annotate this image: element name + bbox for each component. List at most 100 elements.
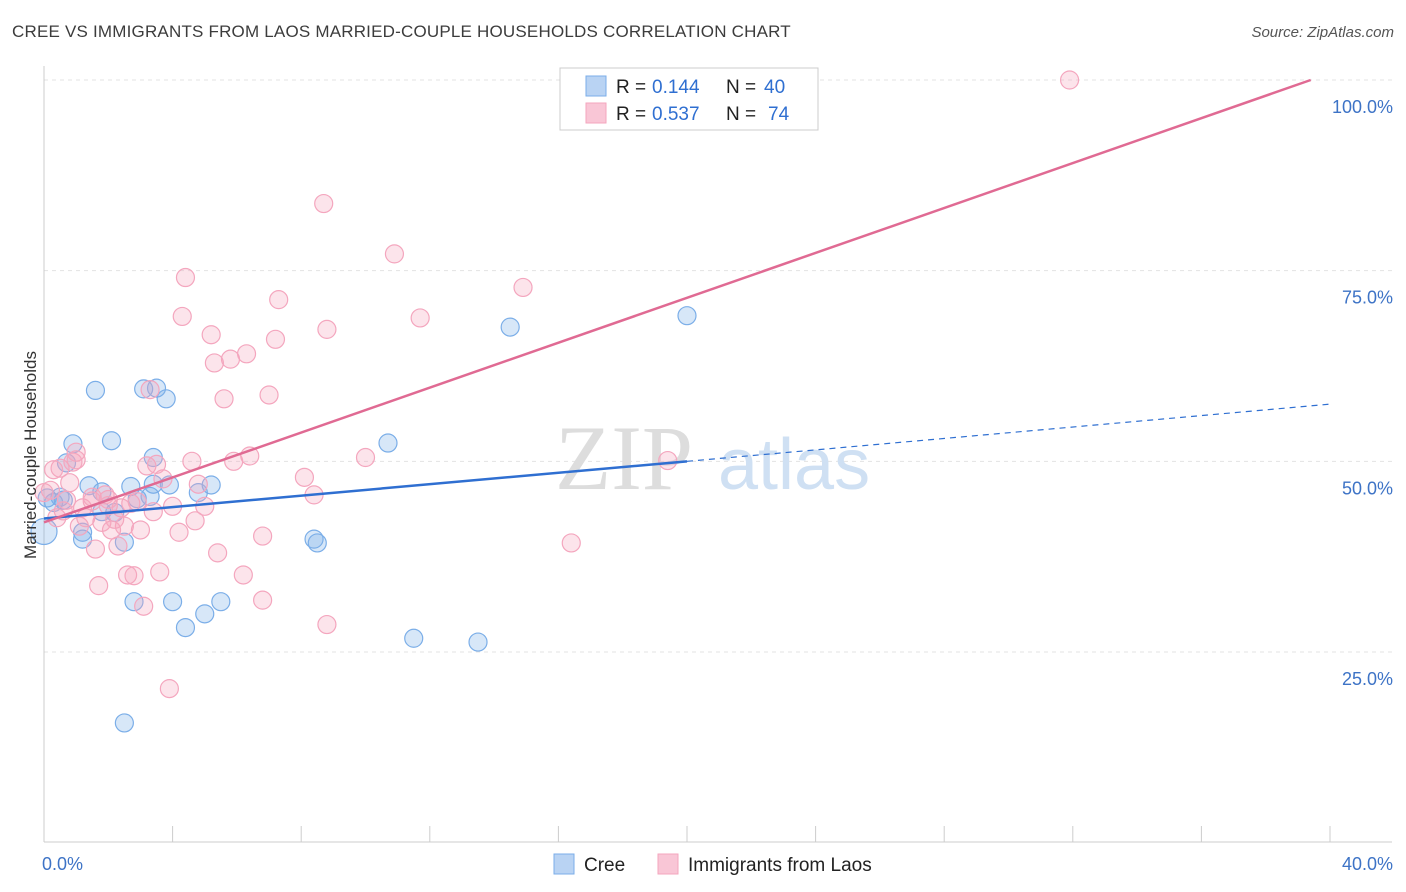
- cree-point: [195, 604, 215, 624]
- laos-point: [69, 516, 89, 536]
- laos-point: [314, 193, 334, 214]
- laos-point: [63, 452, 83, 472]
- trend-lines: [43, 78, 1331, 524]
- cree-point: [500, 317, 520, 337]
- cree-point: [156, 389, 176, 409]
- legend-box: R = 0.144 N = 40 R = 0.537 N = 74: [559, 67, 819, 131]
- legend-n-label-laos: N =: [726, 104, 756, 125]
- bottom-legend-label-laos: Immigrants from Laos: [688, 855, 872, 876]
- laos-point: [60, 473, 80, 493]
- data-points: [30, 70, 1080, 733]
- legend-n-value-cree: 40: [764, 77, 785, 98]
- laos-point: [105, 509, 125, 529]
- laos-point: [410, 308, 430, 328]
- legend-r-label-laos: R =: [616, 104, 646, 125]
- laos-point: [121, 493, 141, 513]
- legend-swatch-cree: [585, 75, 607, 97]
- y-tick-label: 50.0%: [1342, 478, 1393, 498]
- laos-point: [134, 596, 154, 616]
- cree-trend-extension: [686, 403, 1331, 462]
- cree-trend-line: [43, 460, 688, 520]
- laos-point: [269, 290, 289, 310]
- laos-point: [175, 267, 196, 288]
- cree-point: [85, 380, 106, 401]
- laos-point: [40, 480, 61, 500]
- laos-point: [259, 385, 279, 405]
- laos-point: [233, 565, 253, 585]
- laos-point: [253, 590, 273, 610]
- cree-point: [140, 486, 160, 507]
- cree-point: [378, 433, 398, 453]
- laos-point: [204, 353, 224, 373]
- cree-point: [146, 378, 167, 398]
- laos-point: [172, 306, 192, 327]
- y-axis-label: Married-couple Households: [21, 351, 40, 559]
- laos-point: [44, 460, 64, 480]
- watermark-zip: ZIP: [555, 407, 693, 509]
- cree-point: [404, 628, 424, 648]
- cree-point: [114, 713, 134, 733]
- laos-point: [143, 502, 163, 522]
- laos-point: [1059, 70, 1080, 90]
- bottom-legend-swatch-cree: [553, 853, 575, 875]
- laos-point: [658, 450, 678, 471]
- laos-point: [159, 679, 179, 699]
- x-tick-label-min: 0.0%: [42, 854, 83, 874]
- legend-r-value-cree: 0.144: [652, 77, 700, 98]
- laos-point: [236, 344, 257, 364]
- gridlines: [44, 79, 1392, 653]
- laos-point: [169, 522, 189, 542]
- laos-point: [195, 496, 215, 516]
- laos-point: [85, 539, 106, 559]
- bottom-legend-swatch-laos: [657, 853, 679, 875]
- laos-point: [66, 450, 86, 470]
- laos-point: [294, 467, 315, 487]
- legend-n-label-cree: N =: [726, 77, 756, 98]
- laos-point: [253, 526, 273, 546]
- tick-labels: 25.0% 50.0% 75.0% 100.0% 0.0% 40.0%: [42, 97, 1393, 874]
- cree-point: [124, 592, 144, 612]
- laos-point: [214, 389, 234, 409]
- cree-point: [468, 632, 488, 652]
- laos-point: [220, 349, 241, 369]
- source-credit: Source: ZipAtlas.com: [1251, 24, 1394, 41]
- y-tick-label: 75.0%: [1342, 288, 1393, 308]
- laos-point: [108, 536, 128, 556]
- x-tick-label-max: 40.0%: [1342, 854, 1393, 874]
- watermark: ZIP atlas: [555, 407, 870, 509]
- cree-point: [307, 533, 327, 553]
- laos-point: [265, 329, 286, 349]
- axes: [43, 66, 1392, 843]
- laos-trend-line: [43, 78, 1312, 524]
- laos-point: [208, 543, 228, 563]
- laos-point: [561, 533, 581, 553]
- chart-title: CREE VS IMMIGRANTS FROM LAOS MARRIED-COU…: [12, 22, 791, 41]
- bottom-legend: Cree Immigrants from Laos: [553, 853, 872, 876]
- laos-point: [117, 565, 138, 585]
- laos-point: [188, 474, 208, 494]
- laos-point: [384, 244, 405, 264]
- y-tick-label: 100.0%: [1332, 97, 1393, 117]
- bottom-legend-label-cree: Cree: [584, 855, 625, 876]
- cree-point: [163, 592, 183, 612]
- legend-r-label-cree: R =: [616, 77, 646, 98]
- laos-point: [82, 491, 102, 511]
- cree-point: [211, 592, 231, 612]
- laos-point: [317, 614, 337, 635]
- laos-point: [89, 576, 109, 596]
- laos-point: [201, 325, 221, 345]
- laos-point: [137, 456, 157, 476]
- laos-point: [140, 380, 160, 400]
- y-tick-label: 25.0%: [1342, 669, 1393, 689]
- watermark-atlas: atlas: [718, 425, 870, 505]
- laos-point: [317, 319, 337, 339]
- legend-n-value-laos: 74: [768, 104, 790, 125]
- laos-point: [185, 511, 205, 531]
- laos-point: [513, 277, 533, 298]
- laos-point: [150, 562, 170, 582]
- legend-swatch-laos: [585, 102, 607, 124]
- laos-point: [130, 520, 151, 540]
- legend-r-value-laos: 0.537: [652, 104, 700, 125]
- laos-point: [124, 566, 144, 586]
